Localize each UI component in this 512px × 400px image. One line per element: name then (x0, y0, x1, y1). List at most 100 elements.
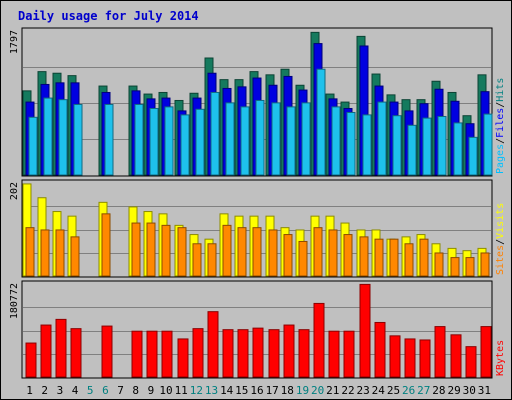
bar-kbytes-day-30 (465, 346, 477, 378)
chart-panels: 1797Pages/Files/Hits202Sites/Visits18077… (9, 27, 506, 397)
x-tick-label-day-4: 4 (72, 384, 79, 397)
bar-sites-day-30 (465, 257, 475, 277)
bar-kbytes-day-15 (237, 329, 249, 378)
x-tick-label-day-9: 9 (148, 384, 155, 397)
bar-sites-day-18 (283, 234, 293, 277)
x-tick-label-day-1: 1 (26, 384, 33, 397)
x-tick-label-day-7: 7 (117, 384, 124, 397)
bar-sites-day-9 (146, 222, 156, 277)
bar-pages-day-25 (392, 115, 402, 176)
bar-sites-day-25 (389, 238, 399, 277)
bar-kbytes-day-29 (450, 334, 462, 378)
bar-pages-day-13 (210, 91, 220, 176)
bar-sites-day-1 (25, 227, 35, 277)
x-tick-label-day-22: 22 (341, 384, 354, 397)
bar-sites-day-24 (374, 238, 384, 277)
bar-sites-day-31 (480, 252, 490, 277)
bar-pages-day-16 (255, 99, 265, 176)
bar-pages-day-15 (240, 106, 250, 176)
bar-kbytes-day-21 (328, 330, 340, 378)
bar-sites-day-10 (161, 224, 171, 277)
bar-pages-day-12 (195, 108, 205, 176)
x-tick-label-day-20: 20 (311, 384, 324, 397)
x-tick-label-day-6: 6 (102, 384, 109, 397)
bar-pages-day-4 (73, 103, 83, 176)
x-tick-label-day-18: 18 (281, 384, 294, 397)
bar-pages-day-31 (483, 113, 493, 176)
panel-kbytes-ymax-label: 180772 (9, 283, 20, 319)
bar-sites-day-26 (404, 243, 414, 277)
bar-kbytes-day-26 (404, 338, 416, 378)
bar-pages-day-2 (43, 97, 53, 176)
bar-sites-day-23 (359, 236, 369, 277)
x-tick-label-day-30: 30 (463, 384, 476, 397)
bar-sites-day-17 (268, 229, 278, 277)
legend-entry: / (495, 138, 506, 144)
bar-kbytes-day-27 (419, 339, 431, 378)
x-tick-label-day-24: 24 (372, 384, 386, 397)
bar-kbytes-day-8 (131, 330, 143, 378)
bar-pages-day-22 (346, 111, 356, 176)
bar-kbytes-day-2 (40, 324, 52, 378)
legend-entry: Sites (495, 245, 506, 275)
bar-pages-day-26 (407, 124, 417, 176)
legend-entry: Visits (495, 203, 506, 239)
x-tick-label-day-2: 2 (41, 384, 48, 397)
bar-kbytes-day-20 (313, 302, 325, 378)
bar-kbytes-day-3 (55, 318, 67, 378)
bar-sites-day-19 (298, 240, 308, 277)
bar-kbytes-day-17 (268, 329, 280, 378)
bar-sites-day-6 (101, 213, 111, 277)
bar-sites-day-2 (40, 229, 50, 277)
bar-pages-day-9 (149, 107, 159, 176)
bar-sites-day-8 (131, 222, 141, 277)
bar-kbytes-day-25 (389, 335, 401, 378)
bar-pages-day-10 (164, 106, 174, 176)
bar-kbytes-day-9 (146, 330, 158, 378)
x-tick-label-day-25: 25 (387, 384, 400, 397)
x-tick-label-day-21: 21 (326, 384, 339, 397)
bar-kbytes-day-24 (374, 321, 386, 378)
legend-entry: Hits (495, 78, 506, 102)
bar-pages-day-11 (180, 114, 190, 176)
bar-sites-day-14 (222, 224, 232, 277)
bar-sites-day-15 (237, 227, 247, 277)
panel-visits-sites-legend: Sites/Visits (495, 203, 506, 275)
x-tick-label-day-28: 28 (432, 384, 445, 397)
legend-entry: Pages (495, 144, 506, 174)
x-tick-label-day-16: 16 (250, 384, 263, 397)
bar-kbytes-day-18 (283, 324, 295, 378)
x-tick-label-day-29: 29 (447, 384, 460, 397)
legend-entry: KBytes (495, 340, 506, 376)
bar-kbytes-day-12 (192, 328, 204, 378)
bar-pages-day-20 (316, 68, 326, 176)
bar-pages-day-1 (28, 116, 38, 176)
legend-entry: / (495, 239, 506, 245)
bar-pages-day-27 (422, 117, 432, 176)
bar-pages-day-24 (377, 101, 387, 176)
bar-pages-day-18 (286, 106, 296, 176)
bar-pages-day-19 (301, 102, 311, 176)
bar-pages-day-14 (225, 102, 235, 176)
bar-sites-day-20 (313, 227, 323, 277)
bar-sites-day-11 (177, 227, 187, 277)
legend-entry: Files (495, 108, 506, 138)
bar-sites-day-13 (207, 243, 217, 277)
bar-sites-day-27 (419, 238, 429, 277)
bar-kbytes-day-28 (434, 326, 446, 378)
bar-kbytes-day-31 (480, 326, 492, 378)
bar-kbytes-day-19 (298, 329, 310, 378)
bar-sites-day-12 (192, 243, 202, 277)
bar-pages-day-29 (453, 122, 463, 176)
bar-pages-day-30 (468, 136, 478, 176)
bar-kbytes-day-1 (25, 342, 37, 378)
x-tick-label-day-23: 23 (356, 384, 369, 397)
bar-kbytes-day-16 (252, 327, 264, 378)
x-tick-label-day-10: 10 (159, 384, 172, 397)
bar-sites-day-28 (434, 252, 444, 277)
panel-kbytes-legend: KBytes (495, 340, 506, 376)
bar-kbytes-day-10 (161, 330, 173, 378)
bar-pages-day-6 (104, 103, 114, 176)
bar-pages-day-8 (134, 103, 144, 176)
